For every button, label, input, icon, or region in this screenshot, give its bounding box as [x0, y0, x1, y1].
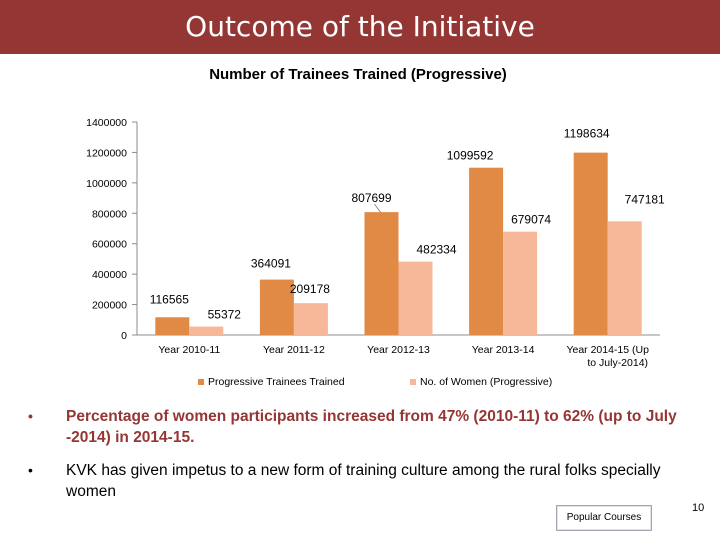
data-label: 482334	[416, 243, 456, 257]
y-tick-label: 200000	[92, 300, 127, 312]
popular-courses-button[interactable]: Popular Courses	[556, 505, 652, 531]
data-label: 364091	[251, 257, 291, 271]
bar	[573, 152, 608, 335]
bullet-text: KVK has given impetus to a new form of t…	[66, 462, 661, 500]
bar	[503, 231, 538, 335]
bullet-item: • KVK has given impetus to a new form of…	[28, 460, 708, 502]
bar	[364, 212, 399, 335]
data-label: 1099592	[447, 149, 494, 163]
legend-label: No. of Women (Progressive)	[420, 376, 552, 388]
bar	[607, 221, 642, 335]
y-tick-label: 1000000	[86, 178, 127, 190]
data-label: 679074	[511, 213, 551, 227]
y-tick-label: 0	[121, 330, 127, 342]
leader-line	[374, 203, 381, 213]
x-tick-label: Year 2012-13	[367, 344, 430, 356]
data-label: 807699	[351, 191, 391, 205]
x-tick-label: Year 2013-14	[472, 344, 535, 356]
data-label: 55372	[208, 308, 242, 322]
bullet-dot-icon: •	[28, 408, 33, 424]
x-tick-label: Year 2010-11	[158, 344, 220, 356]
bar-chart: Number of Trainees Trained (Progressive)…	[86, 66, 665, 388]
chart-title: Number of Trainees Trained (Progressive)	[209, 66, 507, 83]
y-tick-label: 400000	[92, 269, 127, 281]
bullet-dot-icon: •	[28, 462, 33, 478]
y-tick-label: 1400000	[86, 117, 127, 129]
legend-label: Progressive Trainees Trained	[208, 376, 345, 388]
title-bar	[0, 0, 720, 54]
legend-swatch	[410, 379, 416, 385]
x-tick-label: Year 2011-12	[263, 344, 325, 356]
y-tick-label: 600000	[92, 239, 127, 251]
bullet-text: Percentage of women participants increas…	[66, 408, 677, 446]
slide-title: Outcome of the Initiative	[185, 10, 535, 43]
y-tick-label: 1200000	[86, 147, 127, 159]
bullet-list: • Percentage of women participants incre…	[28, 406, 708, 514]
bar	[155, 317, 190, 335]
x-tick-label: to July-2014)	[587, 357, 648, 369]
bar	[469, 167, 504, 335]
x-tick-label: Year 2014-15 (Up	[566, 344, 649, 356]
data-label: 1198634	[564, 127, 610, 141]
bar	[293, 303, 328, 335]
bar	[398, 261, 433, 335]
data-label: 209178	[290, 282, 330, 296]
page-number: 10	[692, 502, 705, 514]
data-label: 116565	[150, 292, 189, 306]
bar	[189, 326, 224, 335]
bar	[259, 279, 294, 335]
legend-swatch	[198, 379, 204, 385]
data-label: 747181	[625, 192, 665, 206]
y-tick-label: 800000	[92, 208, 127, 220]
bullet-item: • Percentage of women participants incre…	[28, 406, 708, 448]
